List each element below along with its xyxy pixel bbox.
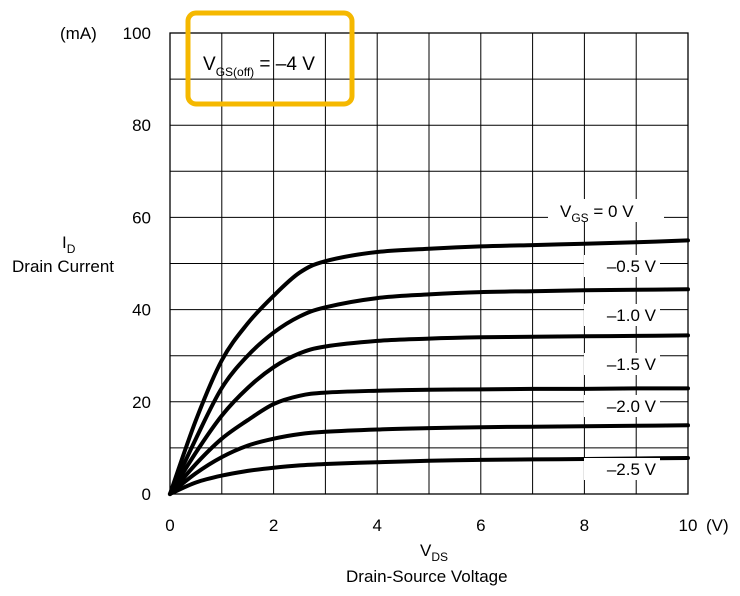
curve-label-background: [584, 353, 660, 375]
curve-labels: VGS = 0 V –0.5 V –1.0 V –1.5 V –2.0 V –2.5 V: [548, 199, 664, 480]
curve-label: –0.5 V: [607, 257, 657, 276]
curve-label-background: [584, 395, 660, 417]
y-unit-label: (mA): [60, 24, 97, 43]
series-line: [168, 423, 690, 496]
x-unit-label: (V): [706, 516, 729, 535]
x-tick-label: 2: [269, 516, 278, 535]
x-tick-label: 10: [679, 516, 698, 535]
curve-label-background: [548, 199, 664, 222]
y-tick-label: 60: [132, 208, 151, 227]
curve-label: –1.5 V: [607, 355, 657, 374]
curves: [168, 238, 690, 496]
x-tick-label: 4: [372, 516, 381, 535]
y-tick-label: 0: [142, 485, 151, 504]
y-axis-symbol: ID: [62, 233, 76, 256]
curve-label-background: [584, 304, 660, 326]
curve-label: –2.0 V: [607, 397, 657, 416]
x-tick-label: 6: [476, 516, 485, 535]
vgs-off-annotation: VGS(off) = –4 V: [203, 54, 315, 79]
series-line: [168, 333, 690, 496]
series-line: [168, 456, 690, 496]
series-line: [168, 386, 690, 496]
y-tick-label: 20: [132, 393, 151, 412]
curve-label-background: [584, 255, 660, 277]
curve-label: –1.0 V: [607, 306, 657, 325]
curve-label: VGS = 0 V: [560, 202, 634, 225]
x-axis-label: Drain-Source Voltage: [346, 567, 508, 586]
plot-frame: [169, 32, 689, 495]
series-line: [168, 238, 690, 496]
curve-label: –2.5 V: [607, 460, 657, 479]
x-axis-symbol: VDS: [420, 541, 448, 564]
y-tick-label: 40: [132, 301, 151, 320]
x-tick-label: 0: [165, 516, 174, 535]
y-axis-label: Drain Current: [12, 257, 114, 276]
y-tick-label: 80: [132, 116, 151, 135]
curve-label-background: [584, 458, 660, 480]
x-tick-label: 8: [580, 516, 589, 535]
vgs-off-highlight-box: [185, 10, 355, 107]
y-tick-label: 100: [123, 24, 151, 43]
series-line: [168, 287, 690, 496]
